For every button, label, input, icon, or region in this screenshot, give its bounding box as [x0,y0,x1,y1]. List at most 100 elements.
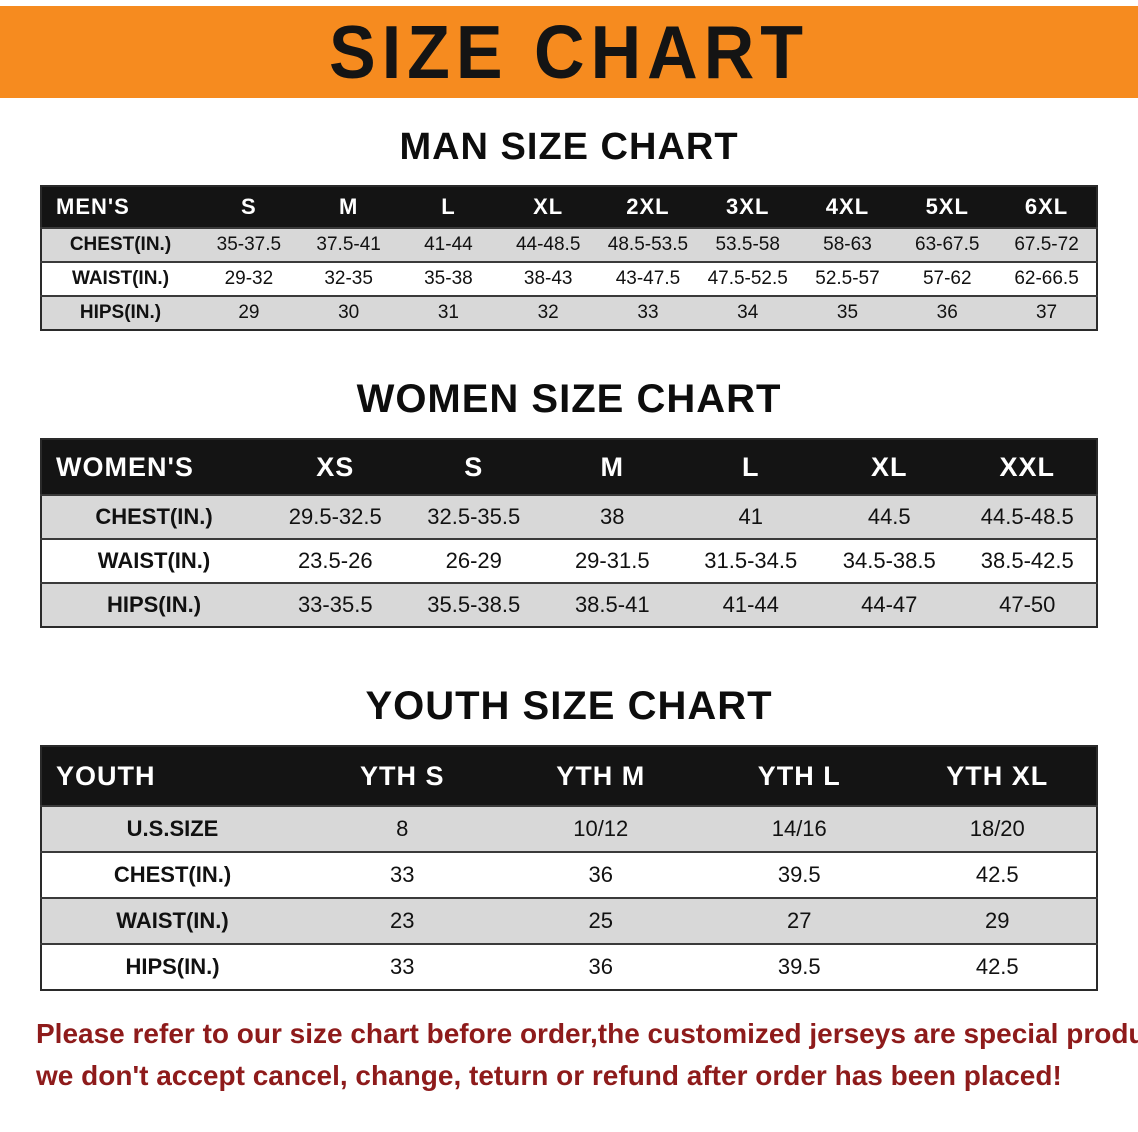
size-column-header: L [398,186,499,228]
size-value: 57-62 [922,268,972,289]
size-column-header: M [543,439,682,495]
size-column-header: M [298,186,399,228]
size-value: 33 [390,954,415,979]
size-value: 36 [588,862,613,887]
size-value: 38.5-41 [574,592,650,617]
row-label: WAIST(IN.) [71,268,170,289]
size-value: 29.5-32.5 [288,504,382,529]
size-value: 52.5-57 [815,268,880,289]
page-title: SIZE CHART [329,9,809,95]
table-header-row: WOMEN'S XS S M L XL XXL [41,439,1097,495]
size-value: 29 [238,302,260,323]
table-corner-label: YOUTH [41,746,303,806]
size-column-header: XS [266,439,405,495]
size-value: 23 [390,908,415,933]
size-value: 27 [787,908,812,933]
size-value: 42.5 [975,954,1019,979]
table-row: WAIST(IN.) 23 25 27 29 [41,898,1097,944]
size-value: 47.5-52.5 [707,268,788,289]
row-label: CHEST(IN.) [113,862,232,887]
size-column-header: XXL [958,439,1097,495]
size-value: 39.5 [777,954,821,979]
disclaimer-line-1: Please refer to our size chart before or… [36,1018,1138,1049]
size-value: 41-44 [722,592,779,617]
women-size-chart-section: WOMEN SIZE CHART WOMEN'S XS S M L XL XXL CHEST(… [0,377,1138,628]
size-value: 43-47.5 [615,268,681,289]
row-label: HIPS(IN.) [125,954,220,979]
table-row: U.S.SIZE 8 10/12 14/16 18/20 [41,806,1097,852]
table-row: HIPS(IN.) 29 30 31 32 33 34 35 36 37 [41,296,1097,330]
table-row: WAIST(IN.) 29-32 32-35 35-38 38-43 43-47.5 47.… [41,262,1097,296]
size-value: 33 [637,302,659,323]
banner: SIZE CHART [0,6,1138,98]
size-value: 58-63 [823,234,872,255]
youth-size-table: YOUTH YTH S YTH M YTH L YTH XL U.S.SIZE 8 10/12… [40,745,1098,991]
disclaimer-line-2: we don't accept cancel, change, teturn o… [36,1060,1062,1091]
row-label: CHEST(IN.) [95,504,213,529]
size-value: 63-67.5 [915,234,980,255]
table-row: HIPS(IN.) 33-35.5 35.5-38.5 38.5-41 41-44 44-… [41,583,1097,627]
size-value: 29-31.5 [574,548,650,573]
disclaimer: Please refer to our size chart before or… [36,1013,1138,1097]
table-header-row: YOUTH YTH S YTH M YTH L YTH XL [41,746,1097,806]
size-value: 26-29 [445,548,502,573]
size-value: 48.5-53.5 [607,234,689,255]
size-value: 23.5-26 [297,548,373,573]
size-value: 33-35.5 [297,592,373,617]
size-value: 37.5-41 [316,234,381,255]
size-column-header: S [404,439,543,495]
size-value: 35-37.5 [216,234,282,255]
table-header-row: MEN'S S M L XL 2XL 3XL 4XL 5XL 6XL [41,186,1097,228]
size-column-header: 4XL [797,186,898,228]
women-size-table: WOMEN'S XS S M L XL XXL CHEST(IN.) 29.5-32.5 32.5… [40,438,1098,628]
size-value: 34.5-38.5 [842,548,936,573]
size-column-header: 5XL [897,186,998,228]
size-value: 67.5-72 [1014,234,1079,255]
size-value: 41-44 [424,234,473,255]
size-column-header: YTH XL [898,746,1097,806]
size-value: 14/16 [771,816,827,841]
youth-size-chart-heading: YOUTH SIZE CHART [365,684,773,728]
size-value: 36 [588,954,613,979]
size-value: 8 [396,816,409,841]
size-column-header: YTH S [303,746,502,806]
size-column-header: S [199,186,299,228]
size-value: 18/20 [969,816,1025,841]
size-column-header: 3XL [697,186,798,228]
size-value: 38.5-42.5 [980,548,1074,573]
size-value: 35-38 [424,268,473,289]
size-value: 31.5-34.5 [704,548,798,573]
size-column-header: YTH L [700,746,899,806]
size-value: 38-43 [523,268,573,289]
size-value: 44.5-48.5 [980,504,1074,529]
size-column-header: YTH M [501,746,700,806]
table-row: CHEST(IN.) 33 36 39.5 42.5 [41,852,1097,898]
size-column-header: 2XL [598,186,698,228]
size-value: 30 [338,302,360,323]
size-value: 10/12 [573,816,629,841]
size-column-header: 6XL [997,186,1097,228]
size-value: 25 [588,908,613,933]
man-size-chart-section: MAN SIZE CHART MEN'S S M L XL 2XL 3XL 4XL 5XL 6XL… [0,126,1138,331]
size-value: 37 [1035,302,1058,323]
size-value: 29 [985,908,1010,933]
size-column-header: XL [820,439,959,495]
size-value: 32 [537,302,559,323]
table-row: WAIST(IN.) 23.5-26 26-29 29-31.5 31.5-34.5 34… [41,539,1097,583]
women-size-chart-heading: WOMEN SIZE CHART [356,377,782,421]
size-value: 44-48.5 [515,234,581,255]
size-value: 34 [737,302,759,323]
size-value: 42.5 [975,862,1019,887]
row-label: HIPS(IN.) [79,302,162,323]
row-label: U.S.SIZE [126,816,219,841]
row-label: WAIST(IN.) [97,548,211,573]
table-row: HIPS(IN.) 33 36 39.5 42.5 [41,944,1097,990]
size-value: 47-50 [999,592,1056,617]
size-value: 32-35 [324,268,373,289]
size-value: 29-32 [224,268,274,289]
size-value: 35 [836,302,859,323]
table-corner-label: MEN'S [41,186,199,228]
size-value: 44-47 [861,592,918,617]
size-value: 41 [738,504,763,529]
